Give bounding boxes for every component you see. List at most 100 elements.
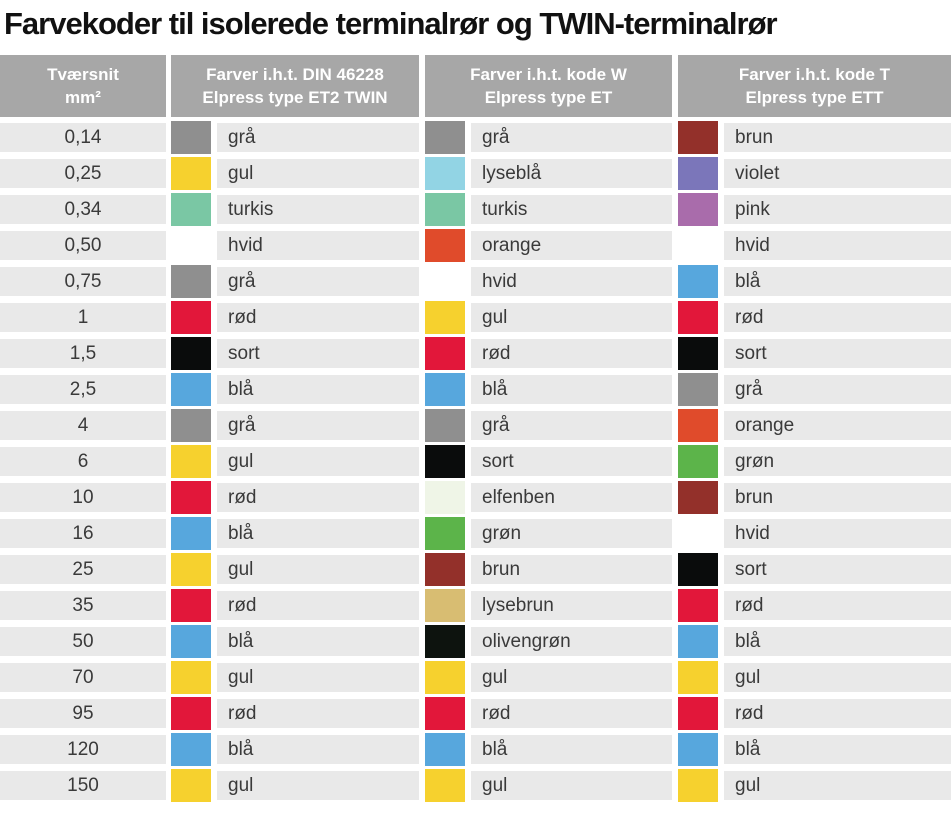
swatch-cell [678,337,718,370]
color-swatch-gul [425,661,465,694]
swatch-cell [171,769,211,802]
swatch-cell [678,553,718,586]
color-label: blå [471,375,672,404]
swatch-cell [171,445,211,478]
color-swatch-olivengrøn [425,625,465,658]
color-label: gul [217,555,419,584]
color-label: blå [724,267,951,296]
color-label: gul [724,771,951,800]
table-row: 95 rød rød rød [0,697,951,730]
color-swatch-blå [171,733,211,766]
color-label: gul [217,447,419,476]
color-swatch-gul [425,301,465,334]
swatch-cell [171,409,211,442]
swatch-cell [171,481,211,514]
swatch-cell [425,769,465,802]
color-swatch-blå [171,625,211,658]
swatch-cell [425,697,465,730]
swatch-cell [171,661,211,694]
color-swatch-gul [171,157,211,190]
color-swatch-sort [678,337,718,370]
color-swatch-hvid [678,517,718,550]
swatch-cell [678,481,718,514]
color-label: rød [724,591,951,620]
color-label: grå [217,267,419,296]
color-swatch-rød [678,301,718,334]
color-label: pink [724,195,951,224]
color-label: violet [724,159,951,188]
color-swatch-brun [425,553,465,586]
table-body: 0,14 grå grå brun 0,25 gul lyseblå viole… [0,121,951,802]
color-swatch-pink [678,193,718,226]
size-value: 16 [0,519,166,548]
swatch-cell [425,517,465,550]
swatch-cell [171,589,211,622]
color-swatch-gul [171,445,211,478]
color-label: lysebrun [471,591,672,620]
swatch-cell [171,121,211,154]
color-label: sort [217,339,419,368]
color-swatch-grøn [425,517,465,550]
swatch-cell [678,193,718,226]
size-value: 0,75 [0,267,166,296]
swatch-cell [678,517,718,550]
swatch-cell [425,733,465,766]
swatch-cell [171,373,211,406]
color-label: grå [724,375,951,404]
swatch-cell [171,337,211,370]
color-label: orange [471,231,672,260]
color-swatch-blå [678,625,718,658]
color-swatch-lyseblå [425,157,465,190]
color-swatch-sort [425,445,465,478]
color-swatch-sort [171,337,211,370]
color-swatch-blå [425,733,465,766]
color-swatch-rød [171,301,211,334]
color-swatch-gul [171,769,211,802]
color-label: rød [724,303,951,332]
swatch-cell [425,661,465,694]
color-swatch-gul [425,769,465,802]
swatch-cell [425,337,465,370]
swatch-cell [678,229,718,262]
swatch-cell [425,625,465,658]
color-label: rød [217,303,419,332]
color-label: grøn [724,447,951,476]
size-value: 150 [0,771,166,800]
color-swatch-rød [171,697,211,730]
size-value: 95 [0,699,166,728]
header-line: Farver i.h.t. DIN 46228 [206,65,384,84]
color-swatch-brun [678,121,718,154]
color-label: gul [217,663,419,692]
table-row: 0,75 grå hvid blå [0,265,951,298]
color-swatch-rød [678,589,718,622]
color-label: hvid [724,231,951,260]
table-row: 1,5 sort rød sort [0,337,951,370]
color-swatch-gul [171,553,211,586]
color-label: gul [471,771,672,800]
header-line: mm² [65,88,101,107]
color-swatch-blå [425,373,465,406]
swatch-cell [678,625,718,658]
color-swatch-orange [425,229,465,262]
table-row: 150 gul gul gul [0,769,951,802]
color-swatch-gul [678,661,718,694]
color-swatch-grå [171,121,211,154]
swatch-cell [678,301,718,334]
color-swatch-blå [171,373,211,406]
size-value: 0,14 [0,123,166,152]
table-row: 16 blå grøn hvid [0,517,951,550]
color-swatch-rød [171,589,211,622]
color-swatch-turkis [425,193,465,226]
color-swatch-hvid [171,229,211,262]
table-row: 120 blå blå blå [0,733,951,766]
color-label: rød [724,699,951,728]
size-value: 10 [0,483,166,512]
color-label: olivengrøn [471,627,672,656]
size-value: 50 [0,627,166,656]
table-row: 0,25 gul lyseblå violet [0,157,951,190]
table-row: 1 rød gul rød [0,301,951,334]
swatch-cell [171,625,211,658]
color-swatch-hvid [425,265,465,298]
swatch-cell [425,553,465,586]
color-swatch-rød [171,481,211,514]
